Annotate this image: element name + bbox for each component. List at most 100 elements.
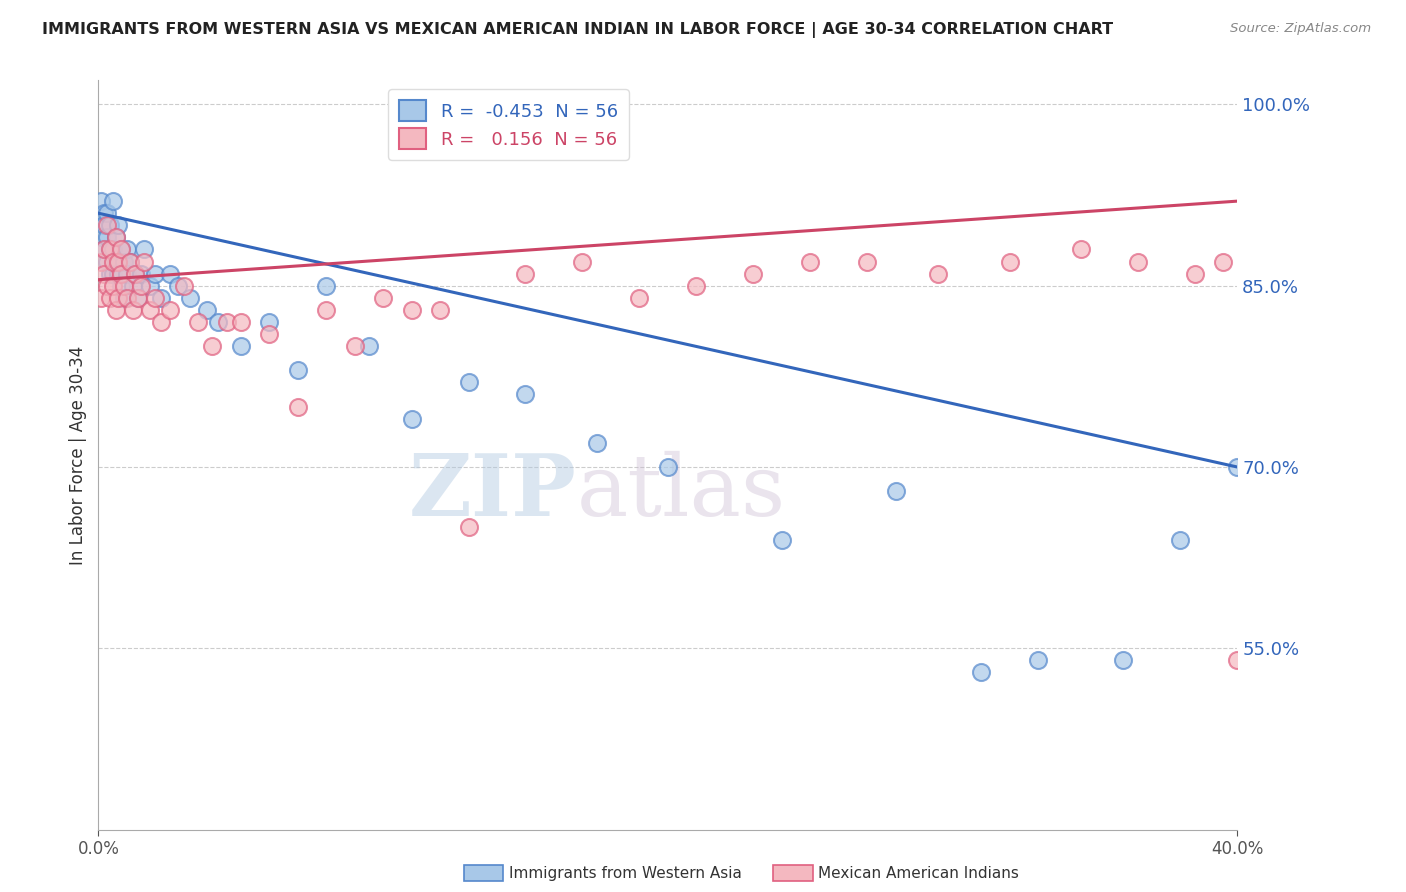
Point [107, 219, 129, 233]
Point [429, 302, 451, 317]
Point [121, 278, 143, 293]
Point [998, 254, 1021, 268]
Point [195, 302, 218, 317]
Point [159, 267, 181, 281]
Point [132, 254, 155, 268]
Point [357, 339, 380, 353]
Point [112, 254, 135, 268]
Point [515, 387, 537, 401]
Point [107, 254, 129, 268]
Point [401, 302, 423, 317]
Point [373, 291, 395, 305]
Point [138, 278, 160, 293]
Point [90, 194, 112, 208]
Point [173, 278, 195, 293]
Point [98, 243, 121, 257]
Point [215, 315, 238, 329]
Point [685, 278, 707, 293]
Point [112, 278, 135, 293]
Text: Immigrants from Western Asia: Immigrants from Western Asia [509, 866, 742, 880]
Point [770, 533, 793, 547]
Point [118, 254, 141, 268]
Point [124, 267, 146, 281]
Point [115, 267, 138, 281]
Point [657, 460, 679, 475]
Point [167, 278, 190, 293]
Point [145, 267, 167, 281]
Point [104, 230, 127, 244]
Text: ZIP: ZIP [409, 450, 576, 534]
Point [107, 267, 129, 281]
Point [1212, 254, 1234, 268]
Point [98, 219, 121, 233]
Point [96, 254, 118, 268]
Point [1126, 254, 1149, 268]
Point [110, 278, 132, 293]
Point [927, 267, 949, 281]
Point [179, 291, 201, 305]
Point [287, 363, 309, 377]
Point [150, 291, 173, 305]
Point [1226, 460, 1249, 475]
Point [110, 267, 132, 281]
Text: Source: ZipAtlas.com: Source: ZipAtlas.com [1230, 22, 1371, 36]
Point [1070, 243, 1092, 257]
Point [90, 230, 112, 244]
Point [104, 230, 127, 244]
Point [457, 520, 479, 534]
Point [229, 315, 252, 329]
Point [1284, 484, 1306, 499]
Point [229, 339, 252, 353]
Point [799, 254, 821, 268]
Point [150, 315, 173, 329]
Point [110, 243, 132, 257]
Point [1240, 653, 1263, 667]
Point [287, 400, 309, 414]
Point [259, 327, 281, 342]
Point [115, 291, 138, 305]
Point [884, 484, 907, 499]
Point [401, 411, 423, 425]
Point [1026, 653, 1049, 667]
Point [104, 254, 127, 268]
Point [457, 376, 479, 390]
Point [96, 219, 118, 233]
Point [1112, 653, 1135, 667]
Point [132, 243, 155, 257]
Point [129, 278, 152, 293]
Point [93, 243, 115, 257]
Y-axis label: In Labor Force | Age 30-34: In Labor Force | Age 30-34 [69, 345, 87, 565]
Point [96, 230, 118, 244]
Point [90, 291, 112, 305]
Point [138, 302, 160, 317]
Point [93, 267, 115, 281]
Point [343, 339, 366, 353]
Point [259, 315, 281, 329]
Point [856, 254, 879, 268]
Point [101, 267, 124, 281]
Text: atlas: atlas [576, 450, 786, 534]
Point [571, 254, 593, 268]
Point [93, 243, 115, 257]
Point [1184, 267, 1206, 281]
Text: IMMIGRANTS FROM WESTERN ASIA VS MEXICAN AMERICAN INDIAN IN LABOR FORCE | AGE 30-: IMMIGRANTS FROM WESTERN ASIA VS MEXICAN … [42, 22, 1114, 38]
Point [101, 243, 124, 257]
Point [90, 254, 112, 268]
Point [628, 291, 651, 305]
Point [1226, 653, 1249, 667]
Point [187, 315, 209, 329]
Point [110, 243, 132, 257]
Point [129, 267, 152, 281]
Point [98, 291, 121, 305]
Point [96, 206, 118, 220]
Point [101, 194, 124, 208]
Point [515, 267, 537, 281]
Point [93, 206, 115, 220]
Point [98, 243, 121, 257]
Point [315, 302, 337, 317]
Point [107, 291, 129, 305]
Point [585, 435, 607, 450]
Point [118, 254, 141, 268]
Point [127, 291, 149, 305]
Legend: R =  -0.453  N = 56, R =   0.156  N = 56: R = -0.453 N = 56, R = 0.156 N = 56 [388, 89, 628, 160]
